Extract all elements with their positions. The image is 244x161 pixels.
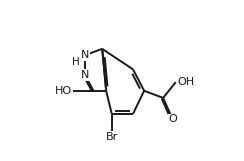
Text: N: N xyxy=(81,70,89,80)
Text: HO: HO xyxy=(55,86,72,96)
Text: H: H xyxy=(72,57,80,66)
Text: N: N xyxy=(81,50,89,60)
Text: OH: OH xyxy=(177,77,194,87)
Text: O: O xyxy=(168,114,177,124)
Text: Br: Br xyxy=(106,132,118,142)
